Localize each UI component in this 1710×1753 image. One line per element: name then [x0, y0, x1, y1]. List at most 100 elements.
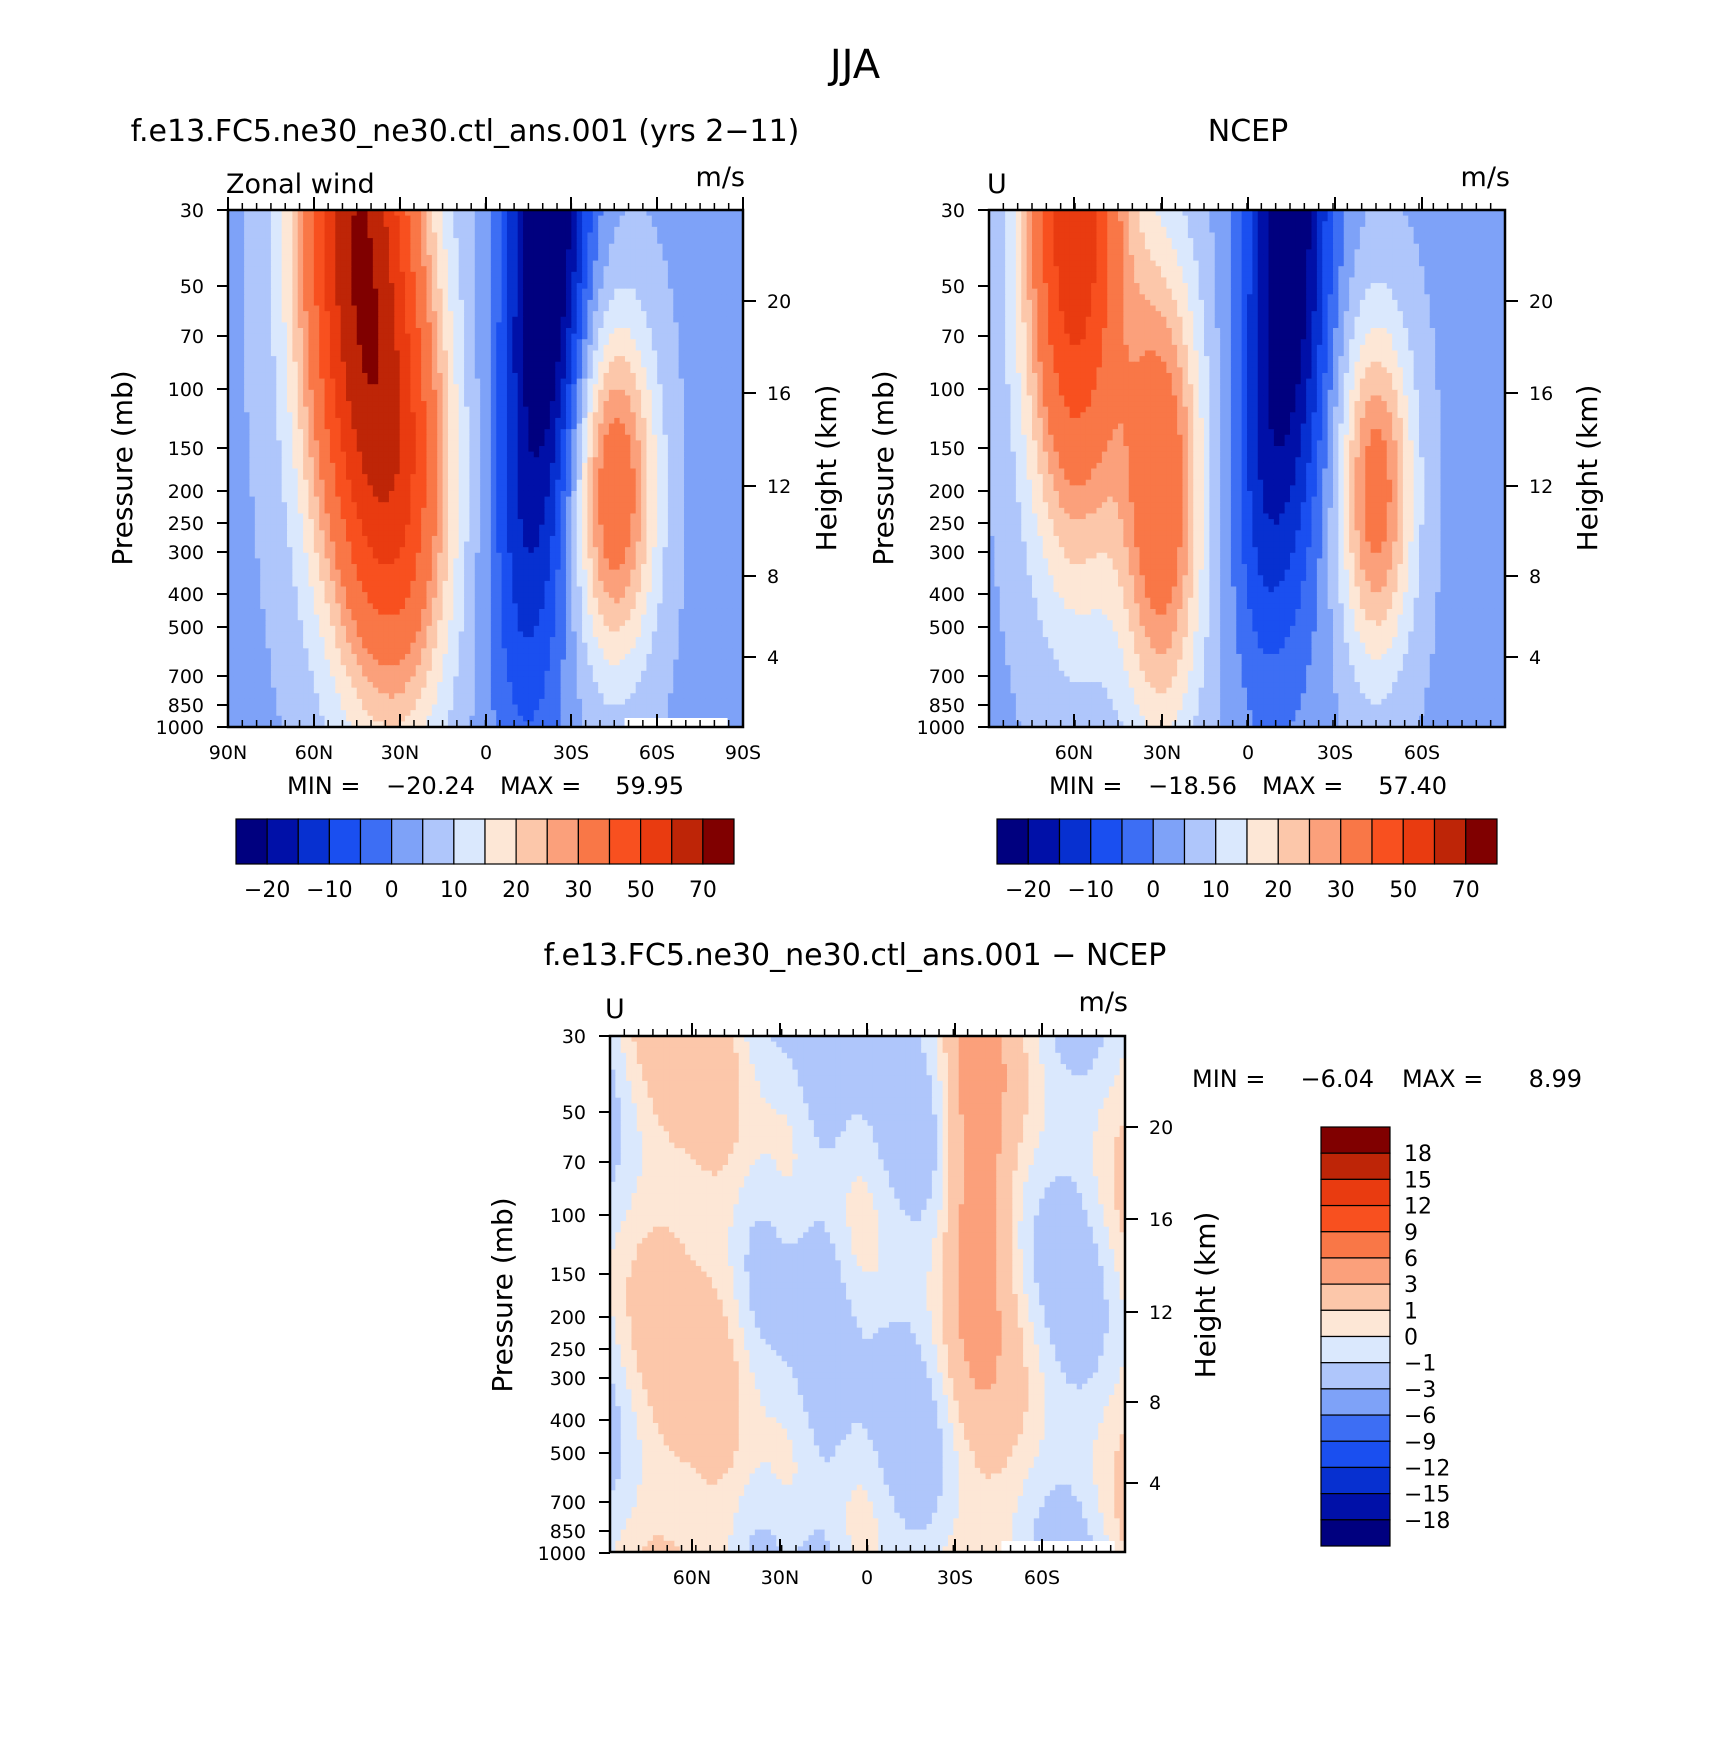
- contour-cell: [458, 305, 465, 312]
- contour-cell: [308, 384, 315, 391]
- contour-cell: [571, 462, 578, 470]
- contour-cell: [383, 249, 390, 256]
- contour-cell: [469, 322, 476, 329]
- contour-cell: [480, 417, 487, 425]
- contour-cell: [555, 277, 562, 284]
- contour-cell: [683, 243, 690, 250]
- contour-cell: [539, 367, 546, 374]
- contour-cell: [523, 446, 530, 453]
- contour-cell: [501, 333, 508, 340]
- contour-cell: [582, 266, 589, 273]
- contour-cell: [405, 479, 411, 486]
- contour-cell: [512, 490, 519, 498]
- contour-cell: [667, 451, 674, 458]
- contour-cell: [421, 333, 428, 340]
- contour-cell: [437, 451, 444, 458]
- contour-cell: [287, 356, 293, 363]
- contour-cell: [549, 266, 556, 273]
- contour-cell: [324, 215, 331, 222]
- contour-cell: [303, 277, 310, 284]
- contour-cell: [260, 423, 267, 430]
- contour-cell: [678, 232, 685, 239]
- contour-cell: [614, 406, 621, 413]
- contour-cell: [646, 417, 653, 425]
- contour-cell: [710, 406, 717, 413]
- contour-cell: [228, 356, 234, 363]
- contour-cell: [474, 299, 481, 307]
- contour-cell: [490, 457, 497, 464]
- contour-cell: [700, 294, 707, 301]
- contour-cell: [565, 361, 572, 368]
- contour-cell: [276, 361, 283, 368]
- contour-cell: [624, 333, 631, 340]
- contour-cell: [630, 294, 637, 301]
- contour-cell: [437, 429, 444, 436]
- contour-cell: [673, 496, 680, 503]
- contour-cell: [233, 243, 240, 250]
- contour-cell: [313, 401, 320, 408]
- contour-cell: [458, 429, 465, 436]
- contour-cell: [340, 361, 347, 368]
- contour-cell: [405, 384, 411, 391]
- contour-cell: [565, 468, 572, 475]
- contour-cell: [587, 367, 594, 374]
- contour-cell: [474, 322, 481, 329]
- contour-cell: [624, 215, 631, 222]
- contour-cell: [603, 339, 610, 346]
- contour-cell: [533, 457, 540, 464]
- contour-cell: [582, 288, 589, 295]
- contour-cell: [630, 356, 637, 363]
- contour-cell: [260, 333, 267, 340]
- contour-cell: [378, 457, 385, 464]
- contour-cell: [705, 316, 712, 323]
- contour-cell: [378, 479, 385, 486]
- contour-cell: [544, 417, 551, 425]
- contour-cell: [694, 311, 701, 318]
- contour-cell: [565, 367, 572, 374]
- contour-cell: [549, 496, 556, 503]
- contour-cell: [281, 260, 288, 267]
- contour-cell: [292, 412, 299, 419]
- contour-cell: [480, 384, 487, 391]
- contour-cell: [683, 457, 690, 464]
- contour-cell: [614, 389, 621, 397]
- contour-cell: [630, 249, 637, 256]
- contour-cell: [233, 316, 240, 323]
- contour-cell: [657, 243, 664, 250]
- contour-cell: [329, 406, 336, 413]
- contour-cell: [356, 260, 363, 267]
- contour-cell: [662, 446, 669, 453]
- contour-cell: [324, 316, 331, 323]
- contour-cell: [549, 249, 556, 256]
- contour-cell: [270, 417, 277, 425]
- contour-cell: [576, 462, 583, 470]
- contour-cell: [582, 210, 589, 217]
- contour-cell: [523, 395, 530, 402]
- contour-cell: [651, 468, 658, 475]
- contour-cell: [667, 232, 674, 239]
- contour-cell: [281, 316, 288, 323]
- contour-cell: [582, 401, 589, 408]
- contour-cell: [431, 485, 438, 492]
- contour-cell: [565, 474, 572, 481]
- contour-cell: [485, 423, 492, 430]
- contour-cell: [528, 485, 535, 492]
- contour-cell: [453, 401, 460, 408]
- contour-cell: [501, 356, 508, 363]
- contour-cell: [683, 215, 690, 222]
- contour-cell: [576, 339, 583, 346]
- contour-cell: [388, 260, 395, 267]
- contour-cell: [705, 271, 712, 279]
- contour-cell: [592, 417, 599, 425]
- contour-cell: [716, 215, 723, 222]
- contour-cell: [587, 361, 594, 368]
- contour-cell: [228, 378, 234, 385]
- contour-cell: [351, 328, 358, 335]
- contour-cell: [710, 350, 717, 357]
- contour-cell: [635, 457, 642, 464]
- contour-cell: [254, 311, 261, 318]
- contour-cell: [270, 367, 277, 374]
- contour-cell: [367, 412, 374, 419]
- contour-cell: [539, 299, 546, 307]
- contour-cell: [716, 339, 723, 346]
